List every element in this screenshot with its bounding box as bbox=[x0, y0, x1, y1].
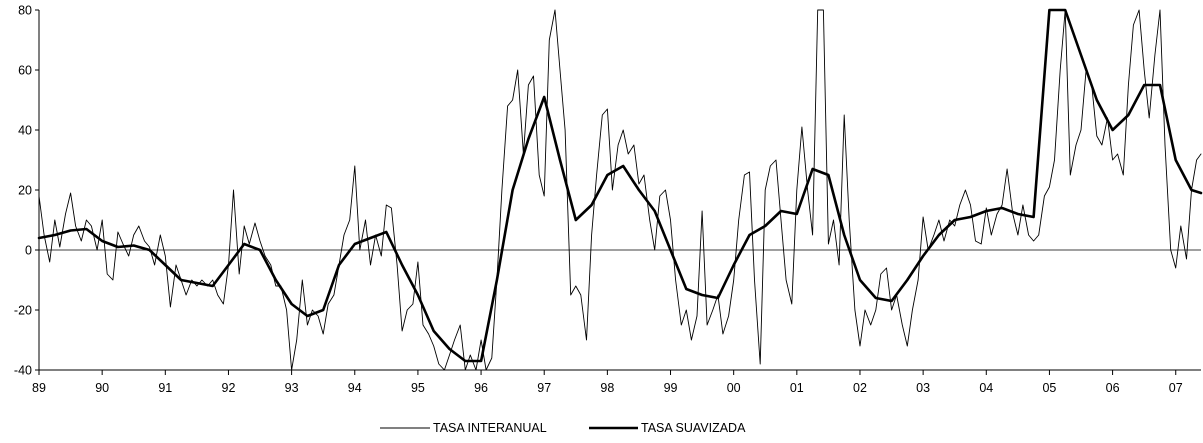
x-tick-label: 94 bbox=[348, 381, 362, 395]
x-tick-label: 89 bbox=[32, 381, 46, 395]
y-axis: -40 -20 0 20 40 60 80 bbox=[14, 4, 40, 378]
series-lines bbox=[37, 8, 1203, 371]
series-line-tasa-interanual bbox=[38, 9, 1202, 371]
x-tick-label: 92 bbox=[222, 381, 236, 395]
x-tick-label: 01 bbox=[790, 381, 804, 395]
x-tick-label: 91 bbox=[158, 381, 172, 395]
y-tick-label: 20 bbox=[18, 184, 32, 198]
y-tick-label: 60 bbox=[18, 64, 32, 78]
legend: TASA INTERANUAL TASA SUAVIZADA bbox=[380, 421, 746, 435]
x-tick-label: 98 bbox=[600, 381, 614, 395]
series-line-tasa-suavizada bbox=[37, 8, 1203, 363]
y-tick-label: 80 bbox=[18, 4, 32, 18]
x-tick-label: 04 bbox=[979, 381, 993, 395]
x-tick-label: 00 bbox=[727, 381, 741, 395]
x-tick-label: 95 bbox=[411, 381, 425, 395]
x-tick-label: 96 bbox=[474, 381, 488, 395]
y-tick-label: 0 bbox=[25, 244, 32, 258]
x-tick-label: 07 bbox=[1169, 381, 1183, 395]
x-tick-label: 03 bbox=[916, 381, 930, 395]
x-axis: 89 90 91 92 93 94 95 96 97 98 99 00 01 02 03 04 05 06 07 bbox=[32, 369, 1201, 395]
x-tick-label: 99 bbox=[664, 381, 678, 395]
x-tick-label: 06 bbox=[1106, 381, 1120, 395]
x-tick-label: 05 bbox=[1042, 381, 1056, 395]
legend-label-tasa-suavizada: TASA SUAVIZADA bbox=[641, 421, 746, 435]
x-tick-label: 90 bbox=[95, 381, 109, 395]
y-tick-label: 40 bbox=[18, 124, 32, 138]
x-tick-label: 02 bbox=[853, 381, 867, 395]
legend-label-tasa-interanual: TASA INTERANUAL bbox=[433, 421, 547, 435]
x-tick-label: 93 bbox=[285, 381, 299, 395]
y-tick-label: -40 bbox=[14, 364, 32, 378]
y-tick-label: -20 bbox=[14, 304, 32, 318]
x-tick-label: 97 bbox=[537, 381, 551, 395]
